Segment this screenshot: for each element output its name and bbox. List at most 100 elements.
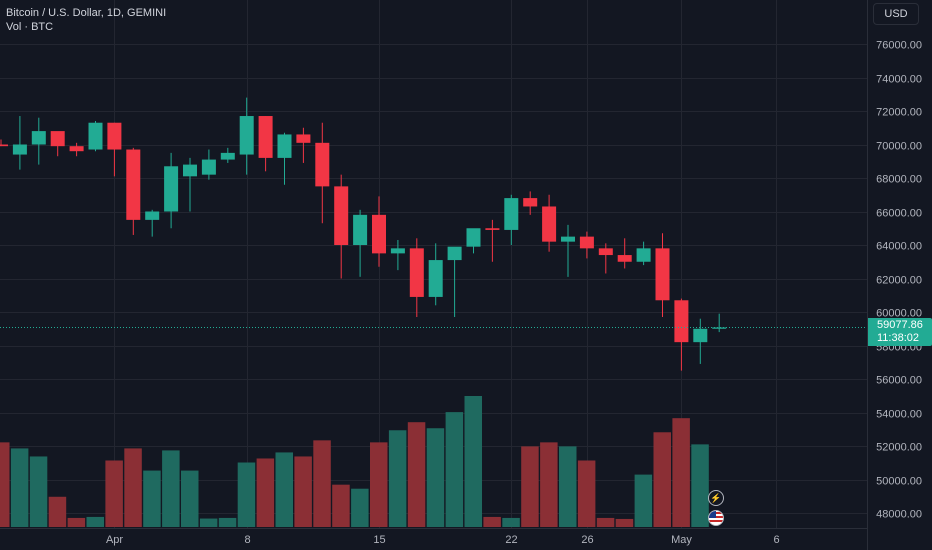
volume-bar — [577, 460, 596, 527]
volume-bar — [181, 470, 199, 527]
candle-body — [239, 116, 254, 155]
volume-bar — [370, 442, 388, 527]
candle-body — [12, 144, 27, 155]
candle-body — [712, 327, 727, 329]
candle-body — [69, 146, 84, 152]
time-tick-label: 15 — [373, 534, 385, 546]
candle-body — [561, 236, 575, 242]
price-tick-label: 70000.00 — [876, 141, 922, 153]
candle-body — [598, 248, 613, 256]
volume-bar — [237, 462, 256, 527]
volume-bar — [332, 484, 350, 527]
time-tick-label: May — [671, 534, 692, 546]
candle-body — [542, 206, 557, 242]
price-tick-label: 68000.00 — [876, 174, 922, 186]
volume-bar — [634, 474, 653, 527]
candle-body — [579, 236, 594, 249]
candle-body — [409, 248, 424, 297]
candle-body — [334, 186, 349, 245]
volume-bar — [559, 446, 577, 527]
volume-bar — [596, 517, 615, 527]
candle-body — [31, 131, 46, 145]
candle-body — [617, 255, 632, 262]
candles — [0, 97, 727, 371]
bar-countdown: 11:38:02 — [877, 332, 920, 344]
price-axis[interactable]: 76000.00 74000.00 72000.00 70000.00 68000.00… — [876, 40, 922, 521]
candle-body — [0, 144, 8, 147]
us-flag-icon-graphic — [709, 511, 723, 525]
price-tick-label: 76000.00 — [876, 40, 922, 52]
volume-bar — [143, 470, 161, 527]
lightning-icon[interactable]: ⚡ — [708, 490, 724, 506]
volume-label[interactable]: Vol · BTC — [6, 21, 54, 33]
volume-bar — [502, 517, 520, 527]
volume-bar — [426, 428, 445, 527]
volume-bar — [162, 450, 180, 527]
volume-bar — [48, 496, 67, 527]
volume-bar — [653, 432, 671, 527]
volume-bar — [105, 460, 123, 527]
price-tick-label: 60000.00 — [876, 308, 922, 320]
symbol-title[interactable]: Bitcoin / U.S. Dollar, 1D, GEMINI — [6, 7, 167, 19]
volume-bar — [540, 442, 558, 527]
price-tick-label: 54000.00 — [876, 409, 922, 421]
time-tick-label: 8 — [244, 534, 250, 546]
volume-bar — [445, 412, 464, 527]
chart-legend: Bitcoin / U.S. Dollar, 1D, GEMINI Vol · … — [6, 6, 166, 34]
candle-body — [447, 246, 462, 261]
candle-body — [523, 198, 538, 207]
volume-bar — [67, 517, 86, 527]
candle-body — [201, 159, 216, 175]
volume-bar — [351, 488, 369, 527]
price-tick-label: 64000.00 — [876, 241, 922, 253]
candle-body — [164, 166, 179, 212]
last-price-label: 59077.86 11:38:02 — [868, 318, 932, 346]
candle-body — [145, 211, 160, 220]
volume-bar — [29, 456, 48, 527]
candle-body — [655, 248, 670, 301]
volume-bar — [313, 440, 331, 527]
volume-bar — [672, 418, 690, 527]
time-axis[interactable]: Apr 8 15 22 26 May 6 — [106, 534, 780, 546]
candle-body — [674, 300, 689, 343]
volume-bar — [691, 444, 709, 527]
candle-body — [315, 142, 330, 187]
candle-body — [126, 149, 141, 220]
candle-body — [485, 228, 500, 230]
candle-body — [636, 248, 651, 262]
volume-bar — [218, 517, 237, 527]
currency-button[interactable]: USD — [873, 3, 919, 25]
price-tick-label: 66000.00 — [876, 208, 922, 220]
volume-bar — [407, 422, 426, 527]
volume-bar — [256, 458, 275, 527]
candle-body — [88, 122, 103, 150]
price-tick-label: 52000.00 — [876, 442, 922, 454]
price-tick-label: 74000.00 — [876, 74, 922, 86]
price-tick-label: 62000.00 — [876, 275, 922, 287]
candle-body — [258, 116, 273, 158]
volume-bar — [0, 442, 10, 527]
volume-bar — [388, 430, 407, 527]
price-tick-label: 72000.00 — [876, 107, 922, 119]
candle-body — [693, 328, 708, 343]
volume-bar — [10, 448, 29, 527]
volume-bar — [199, 518, 218, 527]
volume-bar — [294, 456, 312, 527]
candle-body — [296, 134, 311, 143]
price-tick-label: 56000.00 — [876, 375, 922, 387]
candle-body — [504, 198, 519, 230]
price-tick-label: 48000.00 — [876, 509, 922, 521]
time-tick-label: 22 — [505, 534, 517, 546]
volume-bar — [483, 516, 501, 527]
price-tick-label: 50000.00 — [876, 476, 922, 488]
time-tick-label: 6 — [773, 534, 779, 546]
candle-body — [183, 164, 197, 177]
candle-body — [107, 122, 122, 150]
us-flag-icon[interactable] — [708, 510, 724, 526]
last-price-value: 59077.86 — [877, 319, 923, 331]
candle-body — [466, 228, 481, 247]
candle-body — [277, 134, 292, 158]
candle-body — [372, 214, 386, 254]
time-tick-label: 26 — [581, 534, 593, 546]
